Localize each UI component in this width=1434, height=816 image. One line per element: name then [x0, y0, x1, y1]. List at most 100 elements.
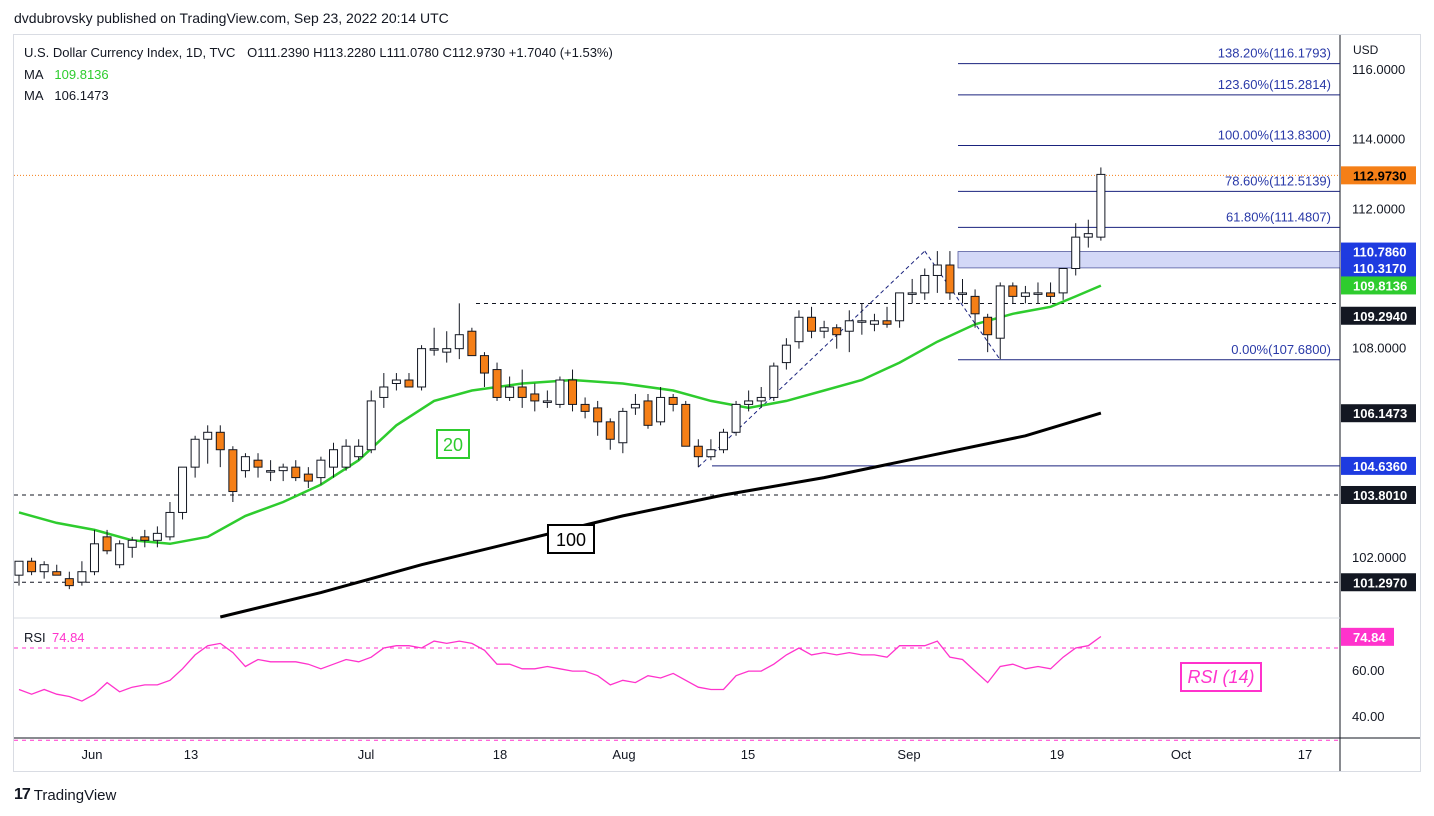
fib-label: 100.00%(113.8300) [1218, 127, 1331, 142]
level-109-tag: 109.2940 [1353, 309, 1407, 324]
candle-body [857, 320, 867, 323]
candle-body [1020, 292, 1030, 297]
candle-body [656, 396, 666, 423]
time-tick-label: 15 [741, 747, 755, 762]
candle-body [1096, 173, 1106, 238]
legend-ma100-label: MA [24, 88, 43, 103]
zone-bottom-tag-bg [1341, 258, 1416, 277]
candle-body [1058, 267, 1068, 294]
legend-ma20-value: 109.8136 [54, 67, 109, 82]
currency-label: USD [1353, 43, 1379, 57]
rsi-tick-label: 60.00 [1352, 663, 1385, 678]
fib-label: 0.00%(107.6800) [1231, 342, 1331, 357]
candle-body [580, 403, 590, 412]
candle-body [995, 285, 1005, 339]
candle-body [1008, 285, 1018, 297]
time-tick-label: Sep [897, 747, 920, 762]
candle-body [769, 365, 779, 398]
candle-body [920, 274, 930, 294]
moving-averages-layer [18, 284, 1102, 619]
candle-body [240, 456, 250, 472]
tradingview-brand[interactable]: 17 TradingView [14, 786, 116, 804]
level-101-tag: 101.2970 [1353, 575, 1407, 590]
candle-body [379, 386, 389, 398]
candle-body [618, 410, 628, 444]
candle-body [1033, 292, 1043, 295]
legend-ohlc: O111.2390 H113.2280 L111.0780 C112.9730 … [247, 45, 613, 60]
candle-body [454, 334, 464, 350]
candle-body [215, 431, 225, 451]
ma20-label: 20 [443, 435, 463, 455]
candle-body [945, 264, 955, 294]
candle-body [228, 449, 238, 493]
level-101-tag-bg [1341, 573, 1416, 592]
last-price-tag: 112.9730 [1353, 168, 1407, 183]
rsi-label: RSI [24, 630, 46, 645]
candle-body [429, 348, 439, 351]
candle-body [341, 445, 351, 468]
fib-label: 78.60%(112.5139) [1225, 173, 1331, 188]
time-tick-label: 18 [493, 747, 507, 762]
candle-body [555, 379, 565, 405]
candle-body [668, 396, 678, 405]
time-tick-label: 17 [1298, 747, 1312, 762]
candle-body [744, 400, 754, 405]
candle-body [718, 431, 728, 451]
price-tick-label: 112.0000 [1352, 201, 1405, 216]
candle-body [1083, 233, 1093, 238]
time-axis-layer: Jun 13 Jul 18 Aug 15 Sep 19 Oct 17 [82, 747, 1313, 762]
ma100-line [219, 411, 1102, 619]
candle-body [391, 379, 401, 385]
candle-body [794, 316, 804, 343]
candle-body [907, 292, 917, 295]
candle-body [530, 393, 540, 402]
candle-body [706, 449, 716, 458]
level-109-tag-bg [1341, 306, 1416, 325]
rsi-box [1180, 662, 1262, 692]
candle-body [643, 400, 653, 426]
brand-name: TradingView [33, 786, 117, 804]
ma20-price-tag: 109.8136 [1353, 278, 1407, 293]
time-tick-label: 19 [1050, 747, 1064, 762]
fib-label: 138.20%(116.1793) [1218, 46, 1331, 61]
candle-body [731, 403, 741, 433]
candle-body [366, 400, 376, 451]
rsi-line [18, 635, 1102, 702]
candle-body [127, 539, 137, 548]
ma100-price-tag: 106.1473 [1353, 406, 1407, 421]
level-103-tag-bg [1341, 485, 1416, 504]
candle-body [329, 449, 338, 468]
candle-body [756, 396, 766, 402]
time-tick-label: Jul [358, 747, 375, 762]
legend-ma100-value: 106.1473 [54, 88, 109, 103]
candle-body [568, 379, 578, 405]
rsi-pane: RSI 74.84 74.84 60.00 40.00 RSI (14) [14, 627, 1394, 741]
zone-bottom-tag: 110.3170 [1353, 261, 1407, 276]
candle-body [115, 543, 125, 566]
chart-frame [13, 34, 1421, 772]
candle-body [64, 578, 74, 587]
fib-label: 123.60%(115.2814) [1218, 77, 1331, 92]
fib-anchor-line-1 [697, 250, 926, 468]
candle-body [354, 445, 364, 458]
candle-body [693, 445, 703, 458]
ma100-price-tag-bg [1341, 404, 1416, 423]
candle-body [517, 386, 527, 398]
price-tick-label: 102.0000 [1352, 550, 1406, 565]
candle-body [77, 571, 87, 583]
legend-symbol: U.S. Dollar Currency Index, 1D, TVC O111… [24, 45, 613, 60]
price-axis-layer: USD 116.0000 114.0000 112.0000 108.0000 102.0… [1341, 43, 1416, 592]
candle-body [417, 348, 427, 388]
price-tick-label: 108.0000 [1352, 341, 1406, 356]
legend-ma100: MA 106.1473 [24, 88, 109, 103]
price-tick-label: 114.0000 [1352, 132, 1405, 147]
level-104-tag-bg [1341, 456, 1416, 475]
candle-body [983, 316, 993, 336]
ma100-label-box [547, 524, 595, 554]
candle-body [203, 431, 213, 440]
zone-top-tag-bg [1341, 242, 1416, 261]
rsi-box-label: RSI (14) [1187, 667, 1254, 687]
ma20-label-box [436, 429, 470, 459]
time-tick-label: Aug [612, 747, 635, 762]
